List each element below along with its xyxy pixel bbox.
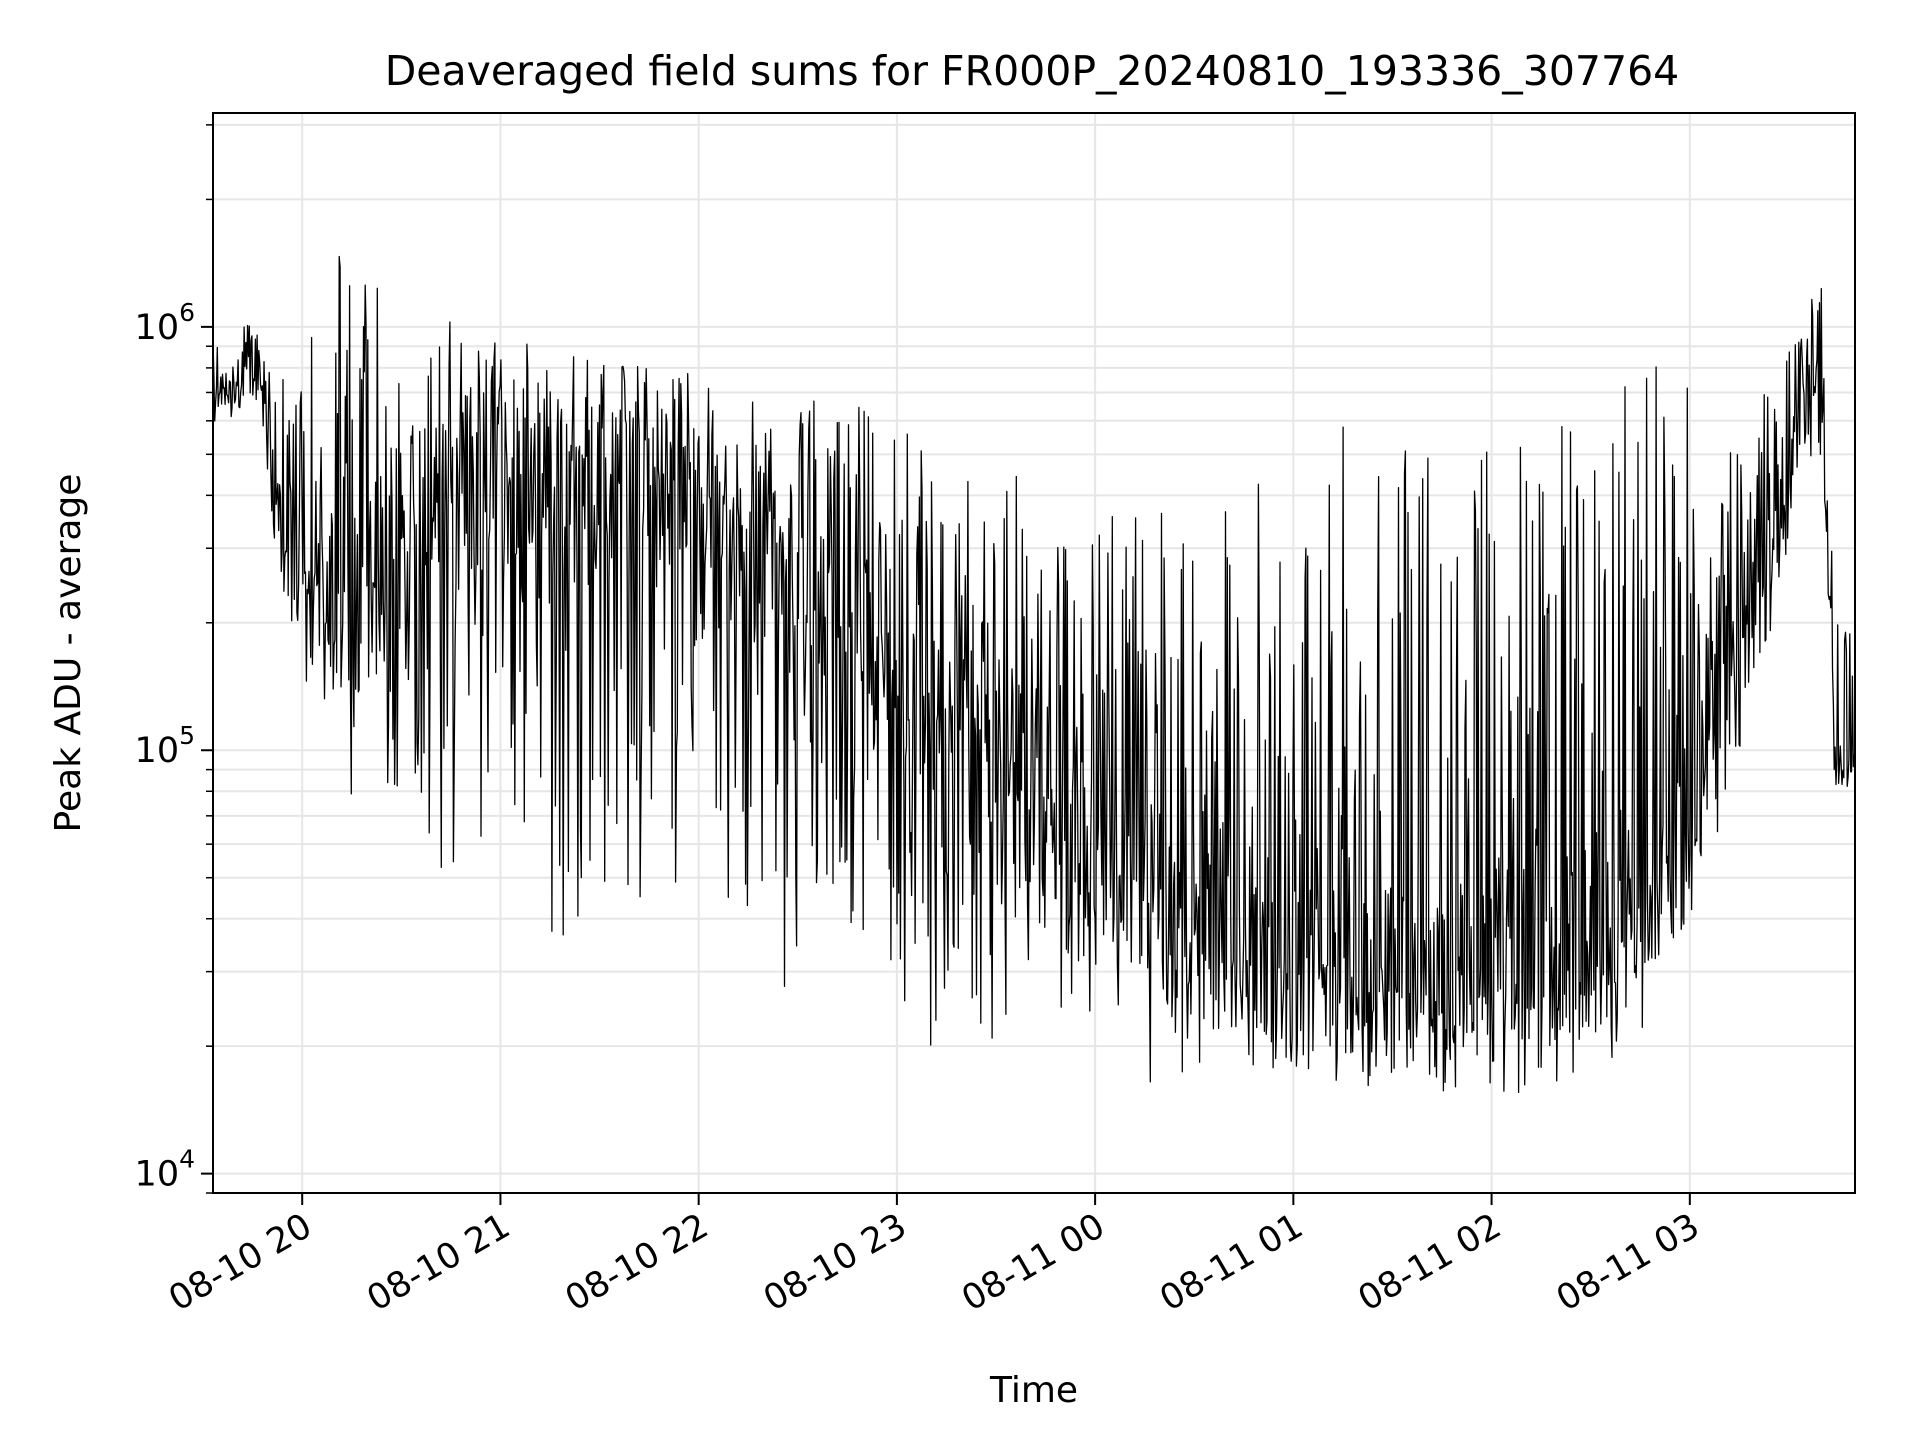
x-axis: 08-10 20 08-10 21 08-10 22 08-10 23 08-11 00… bbox=[162, 1193, 1706, 1319]
x-tick-label: 08-11 03 bbox=[1550, 1206, 1706, 1319]
y-tick-label: 105 bbox=[135, 721, 195, 771]
grid bbox=[213, 113, 1855, 1194]
plot-frame bbox=[212, 112, 1856, 1194]
y-tick-exponent: 4 bbox=[179, 1145, 195, 1174]
y-axis-label: Peak ADU - average bbox=[48, 474, 89, 833]
y-tick-base: 10 bbox=[135, 308, 180, 348]
x-axis-label: Time bbox=[989, 1370, 1078, 1411]
y-tick-exponent: 6 bbox=[179, 298, 195, 327]
y-tick-label: 106 bbox=[135, 298, 195, 348]
x-tick-label: 08-10 22 bbox=[559, 1206, 715, 1319]
chart-title: Deaveraged field sums for FR000P_2024081… bbox=[385, 47, 1680, 95]
y-tick-exponent: 5 bbox=[179, 721, 195, 750]
y-tick-label: 104 bbox=[135, 1145, 195, 1195]
x-tick-label: 08-10 20 bbox=[162, 1206, 318, 1319]
y-tick-base: 10 bbox=[135, 1155, 180, 1195]
x-tick-label: 08-10 21 bbox=[361, 1206, 517, 1319]
series-line bbox=[212, 255, 1856, 1094]
x-tick-label: 08-11 01 bbox=[1154, 1206, 1310, 1319]
y-tick-base: 10 bbox=[135, 731, 180, 771]
x-tick-label: 08-10 23 bbox=[757, 1206, 913, 1319]
x-tick-label: 08-11 02 bbox=[1352, 1206, 1508, 1319]
x-tick-label: 08-11 00 bbox=[955, 1206, 1111, 1319]
plot-area bbox=[212, 255, 1856, 1094]
